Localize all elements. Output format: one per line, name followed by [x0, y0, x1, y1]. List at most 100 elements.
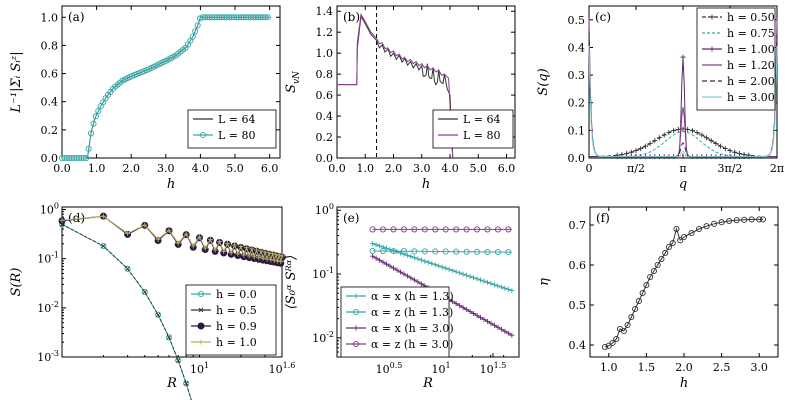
data-point [271, 257, 277, 263]
data-point [695, 225, 703, 233]
data-point [673, 225, 680, 233]
data-point [400, 226, 407, 233]
data-point [95, 108, 102, 115]
x-tick-label: 0 [586, 162, 593, 175]
panel-label: (e) [343, 211, 359, 225]
data-point [718, 219, 725, 226]
data-point [609, 339, 616, 347]
data-point [124, 265, 131, 272]
data-point [141, 288, 148, 296]
x-tick-label: 3.0 [413, 162, 431, 175]
data-point [189, 33, 196, 40]
panel-a: 0.0 1.0 2.0 3.0 4.0 5.0 6.0 0.0 0.2 0.4 0.6 0.8 1.0 (… [9, 5, 281, 192]
data-point [418, 281, 424, 287]
series-line-5 [588, 45, 778, 158]
panel-c: 0 π/2 π 3π/2 2π 0.0 0.1 0.2 0.3 0.4 0.5 (c) q S(q) h =… [536, 5, 784, 192]
data-point [390, 226, 397, 233]
data-point [613, 335, 620, 343]
data-point [473, 226, 481, 233]
x-tick-label: 4.0 [192, 162, 210, 175]
data-point [268, 257, 274, 263]
data-point [495, 283, 501, 289]
data-point [260, 255, 266, 261]
data-point [254, 247, 260, 253]
data-point [232, 242, 238, 248]
data-point [439, 264, 445, 270]
data-point [278, 258, 284, 264]
y-tick-label: 0.4 [568, 41, 586, 54]
data-point [142, 222, 148, 228]
y-tick-label: 0.7 [569, 219, 587, 232]
data-point [464, 272, 470, 278]
x-tick-label: 6.0 [261, 162, 279, 175]
data-point [394, 267, 400, 273]
x-tick-label: 4.0 [441, 162, 459, 175]
legend-marker [197, 322, 205, 330]
data-point [92, 113, 99, 120]
data-point [713, 141, 719, 147]
x-tick-label: 2.5 [713, 361, 731, 374]
axes-frame [336, 5, 516, 159]
data-point [460, 305, 466, 311]
data-point [680, 233, 688, 241]
legend-label: h = 0.0 [216, 288, 257, 301]
x-tick-label: 3.0 [157, 162, 175, 175]
legend-marker [352, 340, 360, 348]
data-point [639, 289, 646, 297]
y-tick-label: 0.0 [568, 152, 586, 165]
data-point [83, 154, 90, 162]
data-point [446, 266, 452, 272]
data-point [442, 248, 449, 255]
x-axis-label: h [680, 376, 688, 391]
data-point [635, 297, 642, 305]
data-point [491, 282, 497, 288]
data-point [397, 269, 403, 275]
data-point [59, 217, 65, 223]
data-point [415, 279, 421, 285]
data-point [450, 268, 456, 274]
legend-marker [199, 131, 207, 139]
data-point [421, 248, 428, 255]
legend-label: h = 0.75 [727, 27, 775, 40]
data-point [502, 285, 508, 291]
x-tick-label: 1.0 [600, 361, 618, 374]
data-point [732, 149, 738, 155]
data-point [390, 248, 397, 255]
data-point [647, 273, 654, 281]
data-point [491, 322, 497, 328]
data-point [484, 226, 491, 233]
data-point [703, 223, 710, 230]
data-point [275, 258, 281, 264]
data-point [666, 130, 672, 136]
x-tick-label: 2.0 [385, 162, 403, 175]
data-point [494, 226, 501, 233]
x-tick-label: 0.0 [328, 162, 346, 175]
legend-marker [198, 307, 204, 313]
data-point [266, 250, 272, 256]
y-tick-label: 0.4 [41, 96, 59, 109]
data-point [464, 307, 470, 313]
data-point [689, 128, 695, 134]
y-tick-label: 0.5 [568, 14, 586, 27]
data-point [264, 256, 270, 262]
data-point [759, 216, 767, 223]
data-point [733, 217, 740, 224]
y-tick-label: 0.6 [569, 259, 587, 272]
data-point [190, 243, 196, 249]
data-point [654, 261, 661, 269]
data-point [411, 248, 418, 255]
data-point [155, 311, 162, 318]
y-tick-label: 0.2 [568, 97, 586, 110]
y-axis-label: η [537, 278, 552, 286]
y-axis-label: ⟨S₀ᵅ Sᴿᵅ⟩ [284, 255, 299, 310]
data-point [495, 324, 501, 330]
legend-marker [198, 339, 204, 345]
data-point [401, 271, 407, 277]
data-point [425, 259, 431, 265]
legend-label: α = x (h = 3.0) [371, 322, 454, 335]
x-axis-label: R [422, 376, 433, 391]
data-point [100, 243, 107, 250]
data-point [453, 301, 459, 307]
y-tick-label: 1.0 [41, 11, 59, 24]
data-point [183, 231, 189, 237]
